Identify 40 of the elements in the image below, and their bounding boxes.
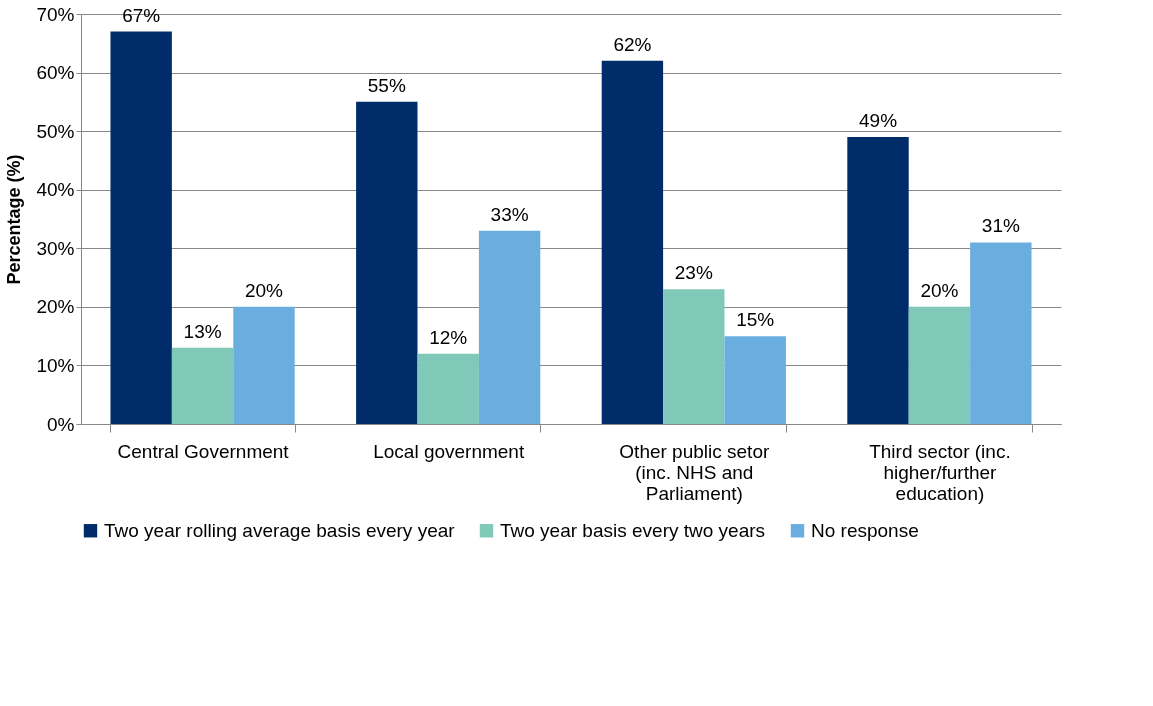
bar [601,60,664,424]
y-tick-label: 60% [36,62,75,84]
bar [356,101,418,424]
data-label: 31% [981,215,1020,237]
bar [110,31,172,424]
x-tick-label: Local government [373,440,525,462]
legend-label: No response [811,519,919,541]
bar [663,289,725,424]
data-label: 20% [244,279,284,301]
bar [233,306,295,424]
y-tick-label: 50% [36,120,75,142]
bar [417,353,479,424]
legend-label: Two year rolling average basis every year [104,519,456,541]
bar [847,137,909,424]
data-label: 67% [122,4,161,26]
data-label: 49% [859,110,898,131]
y-tick-label: 0% [47,413,75,435]
y-tick-label: 10% [36,354,75,376]
y-axis-title: Percentage (%) [4,154,25,285]
y-tick-label: 30% [36,237,75,259]
data-label: 33% [490,203,529,225]
legend-label: Two year basis every two years [500,519,766,541]
bar [478,230,541,424]
data-label: 20% [920,279,959,301]
x-tick-label: Third sector (inc. higher/further education) [869,440,1011,504]
data-label: 23% [674,262,713,284]
data-label: 13% [183,320,222,342]
data-label: 62% [613,33,652,55]
x-tick-label: Central Government [117,440,290,462]
y-tick-label: 70% [36,3,75,25]
bar [724,336,786,424]
data-label: 15% [736,309,775,331]
data-label: 12% [429,326,468,348]
y-tick-label: 20% [36,296,75,318]
data-label: 55% [367,74,406,96]
y-tick-label: 40% [36,179,75,201]
bar [171,347,234,424]
x-tick-label: Other public setor (inc. NHS and Parliament) [619,440,770,504]
bar [908,306,971,424]
bar [970,242,1032,424]
